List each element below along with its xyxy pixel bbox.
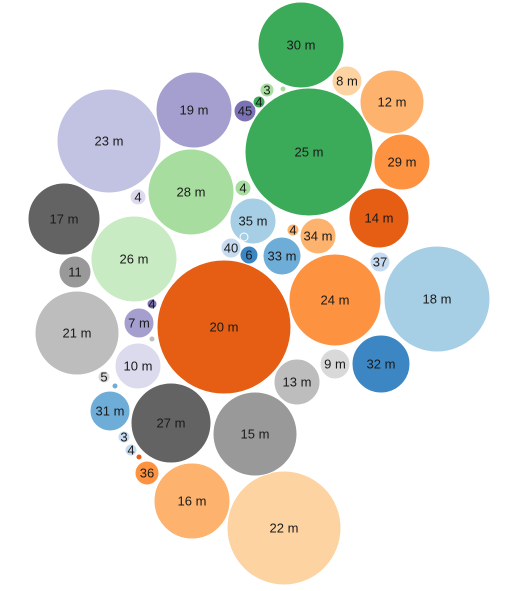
bubble bbox=[234, 179, 252, 197]
bubble bbox=[90, 215, 178, 303]
bubble-label: 31 m bbox=[96, 404, 125, 419]
bubble-label: 9 m bbox=[324, 357, 346, 372]
bubble bbox=[134, 460, 160, 486]
bubble-label: 20 m bbox=[210, 320, 239, 335]
bubble-label: 21 m bbox=[63, 326, 92, 341]
bubble-label: 34 m bbox=[304, 229, 333, 244]
bubble bbox=[369, 251, 391, 273]
bubble bbox=[252, 95, 266, 109]
bubble-label: 12 m bbox=[378, 95, 407, 110]
bubble bbox=[288, 253, 382, 347]
bubble bbox=[279, 85, 287, 93]
bubble bbox=[111, 382, 119, 390]
bubble-label: 30 m bbox=[287, 38, 316, 53]
bubble bbox=[348, 187, 410, 249]
bubble bbox=[273, 358, 321, 406]
bubble-label: 32 m bbox=[367, 357, 396, 372]
bubble-label: 14 m bbox=[365, 211, 394, 226]
bubble-label: 36 bbox=[140, 466, 154, 481]
bubble-label: 13 m bbox=[283, 375, 312, 390]
bubble-label: 19 m bbox=[180, 103, 209, 118]
bubble bbox=[97, 370, 111, 384]
bubble-label: 33 m bbox=[268, 249, 297, 264]
bubble bbox=[124, 443, 138, 457]
bubble bbox=[27, 182, 101, 256]
bubble bbox=[146, 298, 158, 310]
bubble bbox=[135, 453, 143, 461]
bubble bbox=[226, 470, 342, 586]
bubble bbox=[56, 88, 162, 194]
bubble bbox=[259, 82, 275, 98]
bubble bbox=[117, 430, 131, 444]
bubble bbox=[155, 71, 233, 149]
bubble bbox=[114, 342, 162, 390]
bubble bbox=[130, 382, 212, 464]
bubble bbox=[244, 87, 374, 217]
bubble bbox=[257, 1, 345, 89]
bubble bbox=[233, 99, 257, 123]
bubble bbox=[239, 245, 259, 265]
bubble-label: 17 m bbox=[50, 212, 79, 227]
bubble-label: 26 m bbox=[120, 252, 149, 267]
bubble bbox=[148, 335, 156, 343]
bubble-label: 7 m bbox=[128, 316, 150, 331]
bubble-label: 18 m bbox=[423, 292, 452, 307]
bubble-label: 4 bbox=[148, 297, 155, 312]
bubble-label: 4 bbox=[127, 443, 134, 458]
bubble-label: 16 m bbox=[178, 494, 207, 509]
bubble bbox=[286, 223, 300, 237]
bubble-label: 4 bbox=[239, 181, 246, 196]
bubble bbox=[331, 65, 363, 97]
bubble-label: 35 m bbox=[239, 214, 268, 229]
bubble bbox=[229, 197, 277, 245]
bubble bbox=[34, 290, 120, 376]
bubble bbox=[156, 259, 292, 395]
bubble bbox=[212, 391, 298, 477]
bubble-label: 24 m bbox=[321, 293, 350, 308]
bubble-label: 4 bbox=[255, 95, 262, 110]
bubble bbox=[299, 217, 337, 255]
bubble-label: 6 bbox=[245, 248, 252, 263]
bubble-label: 37 bbox=[373, 255, 387, 270]
bubble-label: 15 m bbox=[241, 427, 270, 442]
bubble-label: 45 bbox=[238, 104, 252, 119]
bubble bbox=[373, 133, 431, 191]
bubble-label: 28 m bbox=[177, 185, 206, 200]
bubble bbox=[359, 69, 425, 135]
bubble bbox=[351, 334, 411, 394]
bubble-label: 3 bbox=[263, 83, 270, 98]
bubble bbox=[147, 148, 235, 236]
bubble-label: 8 m bbox=[336, 74, 358, 89]
bubble bbox=[319, 348, 351, 380]
bubble-label: 29 m bbox=[388, 155, 417, 170]
bubble bbox=[262, 236, 302, 276]
bubble-label: 27 m bbox=[157, 416, 186, 431]
bubble bbox=[220, 237, 242, 259]
bubble-label: 3 bbox=[120, 430, 127, 445]
bubble-label: 4 bbox=[134, 190, 141, 205]
bubble-label: 10 m bbox=[124, 359, 153, 374]
bubble-label: 40 bbox=[224, 241, 238, 256]
bubble bbox=[383, 245, 491, 353]
bubble bbox=[123, 307, 155, 339]
bubble-label: 5 bbox=[100, 370, 107, 385]
bubble bbox=[153, 462, 231, 540]
bubble bbox=[58, 255, 92, 289]
bubble bbox=[239, 232, 249, 242]
bubble bbox=[89, 390, 131, 432]
bubble-label: 4 bbox=[289, 223, 296, 238]
bubble-label: 11 bbox=[68, 265, 82, 280]
bubble-label: 25 m bbox=[295, 145, 324, 160]
bubble-label: 22 m bbox=[270, 521, 299, 536]
bubble-label: 23 m bbox=[95, 134, 124, 149]
bubble bbox=[129, 188, 147, 206]
